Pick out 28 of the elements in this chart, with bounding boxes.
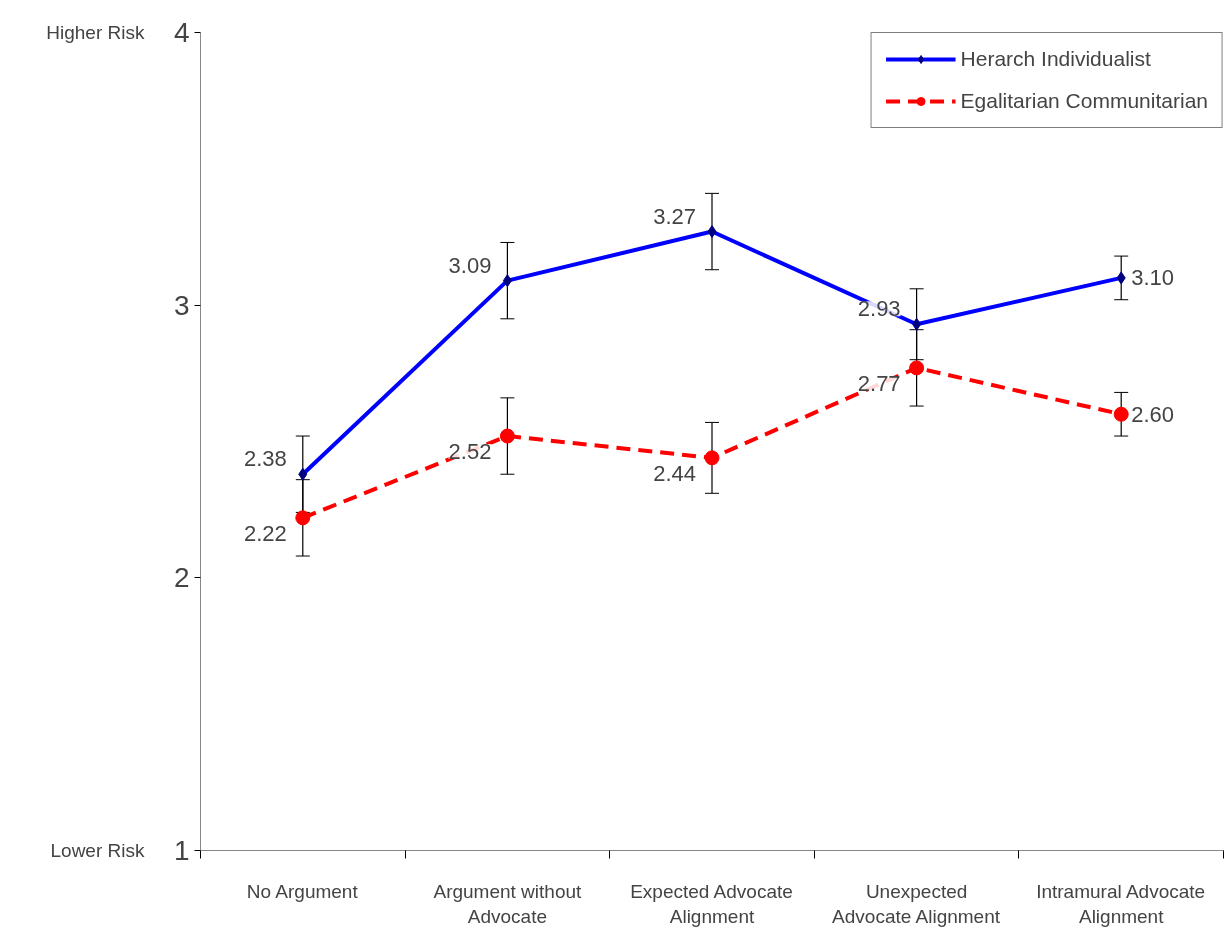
x-tick-label: Expected Advocate Alignment <box>630 880 793 927</box>
y-tick-label: 1 <box>173 835 190 866</box>
data-label: 2.93 <box>857 296 901 322</box>
point <box>499 428 515 444</box>
data-label: 3.27 <box>653 203 697 229</box>
data-label: 2.60 <box>1131 401 1175 427</box>
x-tick-label: Argument without Advocate <box>433 880 583 927</box>
point <box>704 450 720 466</box>
y-tick-label: 3 <box>173 289 190 321</box>
text: Lower Risk <box>50 840 145 861</box>
text: Higher Risk <box>46 22 145 43</box>
data-label: 3.10 <box>1131 265 1175 291</box>
y-tick-label: 4 <box>173 17 190 48</box>
data-label: 3.09 <box>448 252 492 278</box>
x-tick-label: Intramural Advocate Alignment <box>1036 880 1206 927</box>
data-label: 2.38 <box>243 446 287 472</box>
data-label: 2.77 <box>857 370 901 396</box>
point <box>909 360 925 376</box>
point <box>295 510 311 526</box>
y-tick-label: 2 <box>173 562 190 594</box>
x-tick-label: Unexpected Advocate Alignment <box>832 880 1001 927</box>
x-tick-label: No Argument <box>246 880 359 902</box>
data-label: 2.22 <box>243 520 287 546</box>
data-label: 2.52 <box>448 439 492 465</box>
data-label: 2.44 <box>653 460 697 486</box>
legend-label: Egalitarian Communitarian <box>960 89 1208 113</box>
point <box>1113 406 1129 422</box>
legend-label: Herarch Individualist <box>960 47 1151 71</box>
